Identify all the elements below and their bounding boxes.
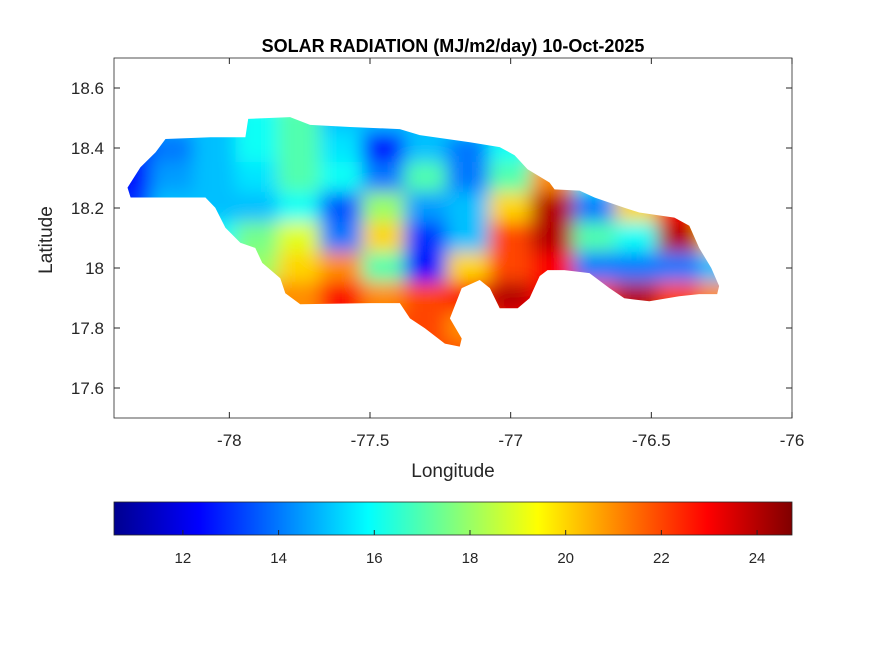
- heatmap-cell: [193, 162, 238, 194]
- heatmap-cell: [404, 162, 449, 194]
- colorbar-tick-label: 22: [653, 550, 670, 567]
- y-tick-label: 18: [85, 259, 104, 278]
- heatmap-cell: [615, 252, 660, 284]
- heatmap-cell: [319, 132, 364, 164]
- y-tick-label: 18.4: [71, 139, 104, 158]
- y-tick-label: 18.6: [71, 79, 104, 98]
- chart-title: SOLAR RADIATION (MJ/m2/day) 10-Oct-2025: [262, 36, 645, 56]
- heatmap-cell: [319, 252, 364, 284]
- heatmap-cell: [361, 252, 407, 284]
- heatmap-cell: [404, 222, 449, 254]
- heatmap-cell: [404, 252, 449, 284]
- heatmap-cell: [235, 192, 280, 224]
- heatmap-cell: [319, 192, 364, 224]
- heatmap-cell: [446, 192, 491, 224]
- heatmap-cell: [277, 162, 322, 194]
- heatmap-cell: [488, 222, 533, 254]
- y-tick-label: 17.8: [71, 319, 104, 338]
- heatmap-cell: [361, 222, 407, 254]
- heatmap-cell: [530, 192, 575, 224]
- colorbar: [113, 501, 793, 536]
- heatmap-cell: [488, 162, 533, 194]
- x-tick-label: -78: [217, 431, 242, 450]
- heatmap-cell: [530, 222, 575, 254]
- heatmap-cell: [446, 162, 491, 194]
- x-tick-label: -76.5: [632, 431, 671, 450]
- heatmap-cell: [404, 192, 449, 224]
- heatmap-cell: [488, 192, 533, 224]
- heatmap-cell: [657, 252, 702, 284]
- heatmap-cell: [615, 222, 660, 254]
- x-axis-label: Longitude: [411, 461, 494, 482]
- heatmap-cell: [446, 252, 491, 284]
- y-axis-label: Latitude: [36, 206, 57, 274]
- heatmap-cell: [319, 162, 364, 194]
- heatmap-cell: [488, 252, 533, 284]
- x-tick-label: -77: [498, 431, 523, 450]
- colorbar-tick-label: 14: [270, 550, 287, 567]
- heatmap-cell: [235, 132, 280, 164]
- heatmap-cell: [319, 222, 364, 254]
- x-tick-label: -77.5: [351, 431, 390, 450]
- colorbar-tick-label: 16: [366, 550, 383, 567]
- heatmap-cell: [572, 222, 618, 254]
- y-tick-label: 17.6: [71, 379, 104, 398]
- heatmap-cell: [235, 162, 280, 194]
- heatmap-cell: [361, 162, 407, 194]
- heatmap-cell: [277, 252, 322, 284]
- heatmap-cell: [361, 192, 407, 224]
- heatmap-cell: [361, 132, 407, 164]
- heatmap-cell: [446, 222, 491, 254]
- heatmap-cell: [404, 282, 449, 314]
- heatmap-cell: [277, 132, 322, 164]
- x-tick-label: -76: [780, 431, 805, 450]
- colorbar-tick-label: 24: [749, 550, 766, 567]
- colorbar-tick-label: 20: [557, 550, 574, 567]
- heatmap-cell: [150, 162, 196, 194]
- axes: -78 -77.5 -77 -76.5 -76 17.6 17.8 18 18.2 18.4 18.…: [71, 58, 804, 450]
- y-tick-label: 18.2: [71, 199, 104, 218]
- colorbar-tick-label: 18: [462, 550, 479, 567]
- heatmap-cell: [277, 222, 322, 254]
- colorbar-ticks: 12 14 16 18 20 22 24: [175, 530, 766, 567]
- colorbar-tick-label: 12: [175, 550, 192, 567]
- heatmap-cell: [277, 192, 322, 224]
